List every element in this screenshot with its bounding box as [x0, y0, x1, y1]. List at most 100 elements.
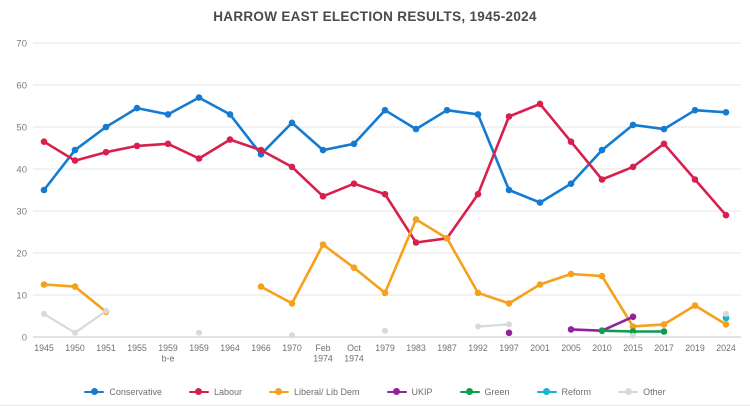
legend-dot-other-icon — [624, 388, 632, 396]
data-point-conservative — [164, 111, 172, 118]
y-tick-label-10: 10 — [16, 291, 27, 302]
legend: Conservative Labour Liberal/ Lib Dem UKIP Gr… — [0, 387, 750, 397]
legend-item-liberal-lib-dem: Liberal/ Lib Dem — [268, 387, 360, 397]
data-point-other — [630, 332, 636, 339]
series-line-labour — [42, 102, 728, 244]
data-point-labour — [350, 180, 358, 187]
data-point-green — [660, 328, 668, 335]
data-point-liberal-lib-dem — [412, 216, 420, 223]
legend-swatch-liberal-lib-dem-icon — [268, 388, 289, 396]
legend-label-green: Green — [484, 387, 510, 397]
y-tick-label-30: 30 — [16, 207, 27, 218]
x-tick-label-1997: 1997 — [499, 343, 519, 353]
legend-dot-conservative-icon — [90, 388, 98, 396]
legend-item-labour: Labour — [188, 387, 242, 397]
data-point-labour — [164, 140, 172, 148]
data-point-labour — [257, 146, 265, 154]
data-point-liberal-lib-dem — [691, 302, 699, 309]
data-point-liberal-lib-dem — [505, 300, 513, 307]
data-point-other — [289, 332, 295, 339]
y-tick-label-50: 50 — [16, 123, 27, 134]
data-point-other — [382, 327, 388, 334]
legend-dot-liberal-lib-dem-icon — [275, 388, 283, 396]
data-point-labour — [567, 138, 575, 145]
legend-label-labour: Labour — [213, 387, 242, 397]
data-point-labour — [381, 190, 389, 198]
legend-swatch-other-icon — [618, 388, 639, 396]
data-point-conservative — [133, 104, 141, 112]
data-point-other — [506, 321, 512, 328]
series-line-other — [476, 323, 511, 328]
x-tick-label-feb-1974: Feb 1974 — [313, 343, 333, 364]
data-point-labour — [536, 100, 544, 108]
legend-dot-ukip-icon — [393, 388, 401, 396]
data-point-liberal-lib-dem — [381, 289, 389, 297]
data-point-conservative — [40, 186, 48, 194]
data-point-liberal-lib-dem — [536, 281, 544, 288]
data-point-labour — [505, 113, 513, 120]
x-tick-label-1955: 1955 — [127, 343, 147, 353]
data-point-conservative — [319, 146, 327, 154]
data-point-labour — [288, 163, 296, 171]
data-point-other — [196, 329, 202, 336]
data-point-conservative — [536, 199, 544, 206]
data-point-conservative — [195, 94, 203, 101]
data-point-conservative — [660, 125, 668, 133]
data-point-liberal-lib-dem — [71, 283, 79, 290]
x-tick-label-2019: 2019 — [685, 343, 705, 353]
data-point-conservative — [412, 125, 420, 133]
data-point-labour — [319, 193, 327, 200]
data-point-conservative — [629, 121, 637, 129]
x-tick-label-1959-b-e: 1959 b-e — [158, 343, 178, 364]
legend-item-other: Other — [618, 387, 666, 397]
data-point-conservative — [102, 123, 110, 131]
data-point-conservative — [226, 111, 234, 118]
data-point-labour — [474, 190, 482, 198]
legend-label-other: Other — [643, 387, 666, 397]
legend-swatch-conservative-icon — [84, 388, 105, 396]
legend-label-ukip: UKIP — [411, 387, 433, 397]
x-tick-label-2017: 2017 — [654, 343, 674, 353]
x-tick-label-1983: 1983 — [406, 343, 426, 353]
legend-item-reform: Reform — [536, 387, 591, 397]
data-point-labour — [40, 138, 48, 145]
data-point-liberal-lib-dem — [722, 321, 730, 328]
data-point-labour — [133, 142, 141, 150]
data-point-ukip — [567, 326, 575, 333]
data-point-ukip — [629, 313, 637, 321]
legend-item-green: Green — [459, 387, 510, 397]
x-tick-label-1950: 1950 — [65, 343, 85, 353]
x-tick-label-1959: 1959 — [189, 343, 209, 353]
data-point-conservative — [567, 180, 575, 187]
legend-label-conservative: Conservative — [109, 387, 162, 397]
x-tick-label-1964: 1964 — [220, 343, 240, 353]
x-tick-label-1979: 1979 — [375, 343, 395, 353]
data-point-liberal-lib-dem — [319, 241, 327, 248]
data-point-conservative — [505, 186, 513, 194]
y-tick-label-0: 0 — [22, 333, 27, 344]
data-point-reform — [722, 314, 730, 322]
data-point-labour — [412, 239, 420, 246]
data-point-conservative — [381, 106, 389, 114]
legend-swatch-labour-icon — [188, 388, 209, 396]
x-tick-label-1966: 1966 — [251, 343, 271, 353]
data-point-labour — [195, 155, 203, 162]
data-point-liberal-lib-dem — [474, 289, 482, 297]
legend-dot-green-icon — [466, 388, 474, 396]
data-point-liberal-lib-dem — [598, 272, 606, 280]
x-tick-label-1992: 1992 — [468, 343, 488, 353]
data-point-liberal-lib-dem — [443, 235, 451, 242]
data-point-conservative — [350, 140, 358, 148]
data-point-liberal-lib-dem — [350, 264, 358, 272]
series-line-other — [42, 309, 108, 334]
data-point-liberal-lib-dem — [288, 300, 296, 307]
x-tick-label-1970: 1970 — [282, 343, 302, 353]
x-tick-label-1987: 1987 — [437, 343, 457, 353]
data-point-other — [723, 310, 729, 317]
legend-dot-reform-icon — [543, 388, 551, 396]
data-point-liberal-lib-dem — [257, 283, 265, 290]
data-point-other — [72, 329, 78, 336]
x-tick-label-2001: 2001 — [530, 343, 550, 353]
